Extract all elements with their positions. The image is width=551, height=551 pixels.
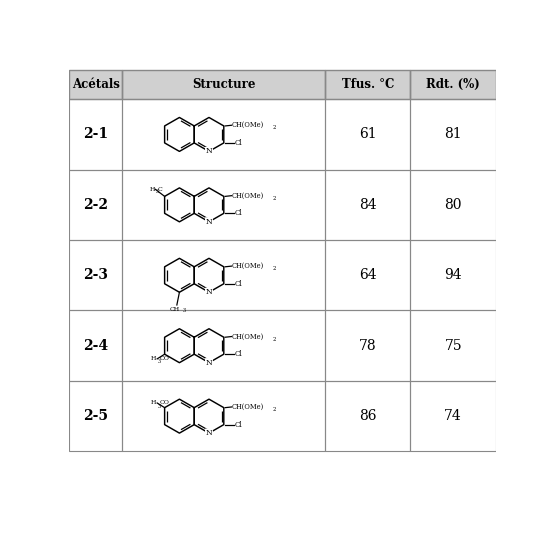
Bar <box>69 71 122 99</box>
Text: N: N <box>206 148 212 155</box>
Bar <box>69 71 122 99</box>
Text: Cl: Cl <box>234 420 242 429</box>
Bar <box>122 311 325 381</box>
Text: N: N <box>206 359 212 366</box>
Bar <box>410 240 496 311</box>
Bar <box>325 381 410 451</box>
Text: 64: 64 <box>359 268 376 282</box>
Bar <box>325 99 410 170</box>
Bar <box>69 170 122 240</box>
Text: Acétals: Acétals <box>72 78 120 91</box>
Text: 2: 2 <box>272 196 276 201</box>
Bar <box>325 311 410 381</box>
Bar <box>69 381 122 451</box>
Bar <box>325 71 410 99</box>
Bar <box>325 170 410 240</box>
Text: 2: 2 <box>272 266 276 271</box>
Text: 81: 81 <box>445 127 462 142</box>
Text: 61: 61 <box>359 127 376 142</box>
Text: Cl: Cl <box>234 209 242 217</box>
Bar <box>69 240 122 311</box>
Bar <box>69 240 122 311</box>
Bar <box>69 99 122 170</box>
Text: 86: 86 <box>359 409 376 423</box>
Bar <box>69 99 122 170</box>
Bar <box>122 71 325 99</box>
Bar <box>410 381 496 451</box>
Text: Cl: Cl <box>234 139 242 147</box>
Bar <box>69 311 122 381</box>
Bar <box>410 311 496 381</box>
Text: CH(OMe): CH(OMe) <box>232 121 264 129</box>
Text: CO: CO <box>160 356 170 361</box>
Bar <box>122 381 325 451</box>
Bar <box>325 240 410 311</box>
Text: CH: CH <box>170 307 180 312</box>
Bar <box>410 240 496 311</box>
Text: 3: 3 <box>182 307 186 312</box>
Text: CH(OMe): CH(OMe) <box>232 192 264 199</box>
Text: 78: 78 <box>359 339 376 353</box>
Bar <box>122 170 325 240</box>
Text: 94: 94 <box>445 268 462 282</box>
Text: CH(OMe): CH(OMe) <box>232 333 264 341</box>
Text: CH(OMe): CH(OMe) <box>232 403 264 411</box>
Bar <box>69 381 122 451</box>
Bar <box>410 99 496 170</box>
Bar <box>410 71 496 99</box>
Text: 2: 2 <box>272 125 276 130</box>
Text: 84: 84 <box>359 198 376 212</box>
Bar <box>69 311 122 381</box>
Text: 2-5: 2-5 <box>83 409 108 423</box>
Text: N: N <box>206 429 212 437</box>
Bar <box>410 71 496 99</box>
Bar <box>325 170 410 240</box>
Text: Structure: Structure <box>192 78 256 91</box>
Text: H: H <box>150 187 155 192</box>
Bar <box>325 381 410 451</box>
Bar <box>410 170 496 240</box>
Bar <box>410 381 496 451</box>
Text: Tfus. °C: Tfus. °C <box>342 78 394 91</box>
Bar <box>122 99 325 170</box>
Text: CH(OMe): CH(OMe) <box>232 262 264 270</box>
Text: Rdt. (%): Rdt. (%) <box>426 78 480 91</box>
Bar <box>122 170 325 240</box>
Text: 2: 2 <box>272 337 276 342</box>
Text: 2-1: 2-1 <box>83 127 108 142</box>
Bar <box>122 240 325 311</box>
Bar <box>122 311 325 381</box>
Text: H: H <box>151 356 156 361</box>
Text: 2-3: 2-3 <box>83 268 108 282</box>
Text: 80: 80 <box>445 198 462 212</box>
Bar <box>325 240 410 311</box>
Text: Cl: Cl <box>234 350 242 358</box>
Text: 74: 74 <box>444 409 462 423</box>
Bar <box>122 381 325 451</box>
Bar <box>122 240 325 311</box>
Bar <box>69 170 122 240</box>
Text: H: H <box>151 401 156 406</box>
Text: 75: 75 <box>445 339 462 353</box>
Text: Cl: Cl <box>234 280 242 288</box>
Text: 2-4: 2-4 <box>83 339 108 353</box>
Bar <box>410 99 496 170</box>
Bar <box>325 99 410 170</box>
Bar <box>410 311 496 381</box>
Bar <box>325 71 410 99</box>
Text: N: N <box>206 218 212 226</box>
Bar <box>122 99 325 170</box>
Bar <box>325 311 410 381</box>
Text: 3: 3 <box>156 189 159 194</box>
Bar <box>410 170 496 240</box>
Text: 2-2: 2-2 <box>83 198 108 212</box>
Text: C: C <box>158 187 163 192</box>
Text: 3: 3 <box>158 359 160 364</box>
Bar <box>122 71 325 99</box>
Text: 2: 2 <box>272 407 276 412</box>
Text: N: N <box>206 288 212 296</box>
Text: CO: CO <box>160 401 170 406</box>
Text: 3: 3 <box>158 403 160 408</box>
